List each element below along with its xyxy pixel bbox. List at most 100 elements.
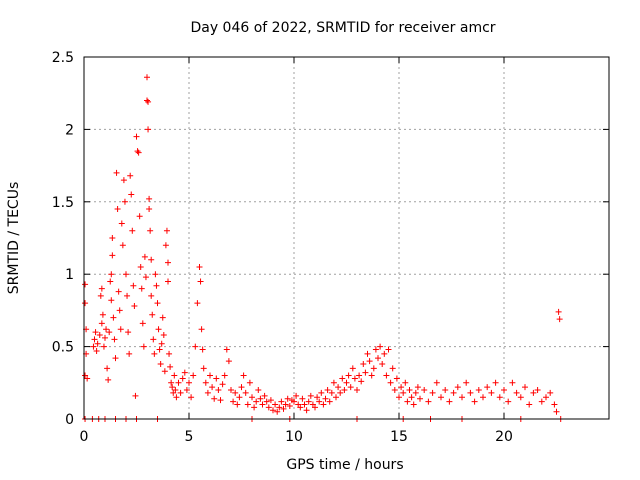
- data-point: [150, 336, 157, 343]
- data-point: [467, 389, 474, 396]
- grid-lines: [84, 57, 609, 419]
- data-point: [159, 314, 166, 321]
- data-point: [316, 398, 323, 405]
- data-point: [213, 375, 220, 382]
- data-point: [522, 384, 528, 391]
- data-point: [141, 253, 148, 260]
- data-point: [381, 350, 388, 357]
- data-point: [459, 394, 465, 401]
- data-point: [242, 389, 249, 396]
- data-point: [238, 384, 245, 391]
- data-point: [190, 372, 197, 379]
- data-point: [124, 292, 131, 299]
- data-point: [109, 252, 116, 259]
- data-point: [179, 375, 186, 382]
- data-point: [249, 394, 255, 401]
- data-point: [339, 375, 346, 382]
- data-point: [454, 384, 461, 391]
- data-point: [253, 398, 260, 405]
- data-point: [199, 346, 206, 353]
- data-point: [408, 394, 415, 401]
- data-point: [181, 369, 188, 376]
- data-point: [84, 375, 91, 382]
- data-point: [129, 227, 136, 234]
- data-point: [333, 394, 339, 401]
- data-point: [98, 285, 105, 292]
- data-point: [149, 311, 156, 318]
- y-tick-label: 0: [65, 412, 74, 428]
- data-point: [109, 235, 116, 241]
- data-point: [232, 389, 239, 396]
- data-point: [82, 281, 89, 288]
- x-tick-label: 20: [495, 429, 513, 445]
- data-points: [82, 74, 564, 422]
- data-point: [110, 314, 117, 321]
- data-point: [103, 326, 110, 333]
- data-point: [259, 401, 266, 408]
- data-point: [274, 408, 281, 415]
- x-tick-labels: 0 5 10 15 20: [80, 429, 513, 445]
- data-point: [354, 387, 360, 394]
- data-point: [301, 401, 308, 408]
- data-point: [100, 343, 107, 350]
- y-tick-label: 0.5: [52, 340, 74, 356]
- data-point: [324, 387, 331, 394]
- data-point: [163, 227, 170, 234]
- data-point: [404, 398, 411, 405]
- data-point: [410, 401, 417, 408]
- data-point: [219, 381, 226, 388]
- data-point: [328, 389, 335, 396]
- data-point: [121, 198, 128, 205]
- data-point: [551, 401, 558, 408]
- data-point: [137, 263, 144, 270]
- data-point: [200, 365, 207, 372]
- data-point: [414, 384, 421, 391]
- data-point: [375, 355, 381, 362]
- data-point: [223, 346, 230, 353]
- data-point: [555, 308, 562, 315]
- data-point: [151, 350, 158, 357]
- data-point: [197, 278, 204, 285]
- data-point: [257, 395, 264, 402]
- data-point: [148, 292, 155, 299]
- data-point: [104, 365, 111, 372]
- data-point: [362, 369, 369, 376]
- data-point: [128, 191, 135, 198]
- data-point: [113, 169, 120, 176]
- data-point: [139, 320, 146, 327]
- data-point: [320, 401, 327, 408]
- data-point: [480, 394, 486, 401]
- data-point: [417, 395, 423, 402]
- data-point: [347, 384, 354, 391]
- data-point: [157, 360, 164, 367]
- data-point: [142, 274, 149, 281]
- data-point: [228, 387, 234, 394]
- data-point: [547, 389, 554, 396]
- data-point: [501, 387, 507, 394]
- y-tick-label: 2.5: [52, 50, 74, 66]
- data-point: [368, 372, 375, 379]
- data-point: [105, 376, 112, 383]
- data-point: [240, 372, 247, 379]
- data-point: [442, 387, 449, 394]
- data-point: [211, 395, 218, 402]
- data-point: [153, 282, 160, 289]
- data-point: [130, 282, 137, 289]
- data-point: [217, 397, 224, 404]
- data-point: [147, 227, 154, 234]
- data-point: [236, 394, 243, 401]
- data-point: [158, 340, 165, 347]
- data-point: [370, 365, 377, 372]
- data-point: [175, 379, 182, 386]
- data-point: [116, 307, 123, 314]
- data-point: [282, 401, 289, 408]
- data-point: [286, 402, 293, 409]
- data-point: [372, 346, 379, 353]
- data-point: [108, 271, 115, 278]
- y-tick-label: 2: [65, 122, 74, 138]
- data-point: [322, 395, 329, 402]
- data-point: [167, 363, 174, 370]
- data-point: [98, 320, 105, 327]
- data-point: [230, 398, 237, 405]
